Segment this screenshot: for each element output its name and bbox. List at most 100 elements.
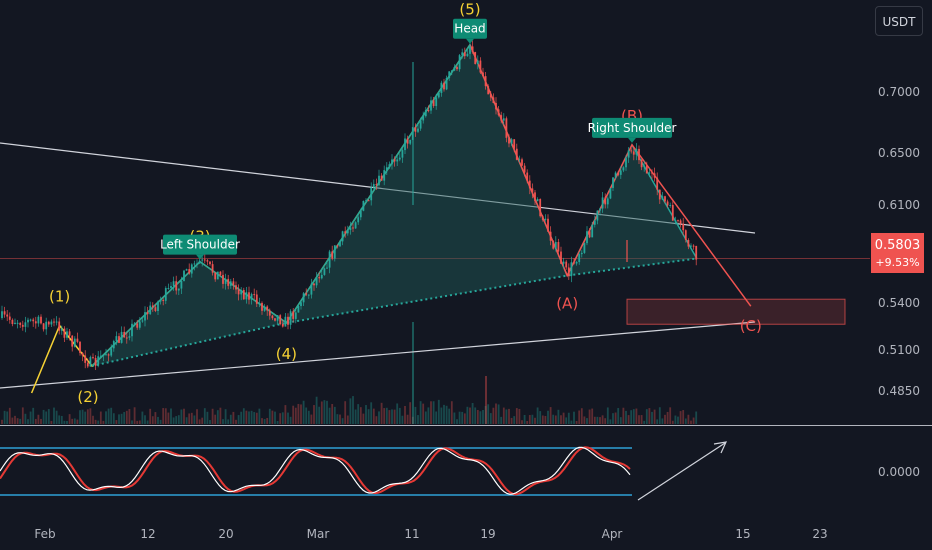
candle-body bbox=[515, 148, 518, 160]
volume-bar bbox=[458, 411, 461, 424]
left-shoulder-label-text: Left Shoulder bbox=[160, 238, 240, 252]
head-label-pointer bbox=[466, 38, 474, 44]
volume-bar bbox=[214, 414, 217, 424]
candle-body bbox=[79, 341, 81, 353]
volume-bar bbox=[604, 418, 607, 424]
candle-body bbox=[664, 196, 666, 202]
volume-bar bbox=[690, 420, 692, 424]
candle-body bbox=[271, 315, 274, 319]
volume-bar bbox=[505, 409, 508, 424]
right-shoulder-label-text: Right Shoulder bbox=[588, 121, 677, 135]
candle-body bbox=[372, 184, 375, 188]
candle-body bbox=[120, 331, 123, 343]
volume-bar bbox=[107, 408, 110, 424]
candle-body bbox=[401, 150, 404, 158]
candle-body bbox=[289, 311, 292, 325]
wave-label-1: (1) bbox=[49, 288, 70, 306]
volume-bar bbox=[346, 415, 349, 424]
x-tick-label: 20 bbox=[218, 527, 233, 541]
candle-body bbox=[53, 321, 55, 323]
volume-bar bbox=[580, 408, 583, 424]
volume-bar bbox=[463, 413, 466, 424]
left-shoulder-label-box bbox=[163, 234, 237, 255]
candle-body bbox=[367, 200, 370, 202]
volume-bar bbox=[567, 412, 570, 424]
candle-body bbox=[388, 164, 391, 168]
volume-bar bbox=[86, 409, 89, 424]
currency-button[interactable]: USDT bbox=[875, 6, 923, 36]
candle-body bbox=[661, 196, 664, 200]
volume-bar bbox=[315, 396, 318, 424]
candle-body bbox=[60, 328, 63, 331]
volume-bar bbox=[146, 420, 149, 424]
y-tick-label: 0.5400 bbox=[878, 296, 920, 310]
volume-bar bbox=[313, 405, 315, 424]
candle-body bbox=[365, 200, 367, 202]
left-shoulder-label-pointer bbox=[196, 254, 204, 260]
candle-body bbox=[216, 271, 219, 280]
volume-bar bbox=[250, 410, 253, 424]
pattern-overlay bbox=[30, 43, 752, 394]
y-tick-label: 0.4850 bbox=[878, 384, 920, 398]
candle-body bbox=[586, 231, 588, 244]
candle-body bbox=[432, 100, 435, 106]
candle-body bbox=[445, 78, 448, 90]
x-tick-label: Feb bbox=[34, 527, 55, 541]
volume-bars bbox=[1, 322, 698, 424]
volume-bar bbox=[583, 416, 586, 424]
candle-body bbox=[513, 139, 516, 149]
wave-label-2: (2) bbox=[77, 388, 98, 406]
volume-bar bbox=[635, 408, 638, 424]
volume-bar bbox=[287, 412, 289, 424]
volume-bar bbox=[601, 415, 604, 424]
candle-body bbox=[604, 197, 607, 205]
volume-bar bbox=[333, 406, 336, 424]
candle-body bbox=[456, 66, 458, 70]
head-fill bbox=[286, 44, 568, 323]
volume-bar bbox=[357, 404, 360, 424]
oscillator-line bbox=[0, 446, 631, 495]
volume-bar bbox=[110, 407, 113, 424]
candle-body bbox=[219, 271, 222, 275]
volume-bar bbox=[526, 420, 529, 424]
candle-body bbox=[37, 316, 40, 324]
candle-body bbox=[609, 187, 612, 199]
candle-body bbox=[380, 175, 383, 181]
volume-bar bbox=[393, 409, 396, 424]
volume-bar bbox=[227, 419, 230, 424]
volume-bar bbox=[188, 413, 191, 424]
volume-bar bbox=[125, 410, 128, 424]
volume-bar bbox=[235, 419, 237, 424]
candle-body bbox=[677, 220, 679, 222]
volume-bar bbox=[515, 408, 518, 424]
volume-bar bbox=[258, 408, 261, 424]
wave-label-a: (A) bbox=[556, 295, 578, 313]
volume-bar bbox=[172, 417, 175, 424]
volume-bar bbox=[151, 416, 154, 424]
candle-body bbox=[258, 302, 261, 304]
volume-bar bbox=[492, 407, 495, 424]
volume-bar bbox=[318, 406, 321, 424]
candle-body bbox=[157, 301, 159, 311]
wave-label-5: (5) bbox=[459, 1, 480, 19]
candle-body bbox=[164, 288, 167, 301]
y-axis: 0.7000 0.6500 0.6100 0.5400 0.5100 0.4850 0.00… bbox=[878, 85, 920, 479]
volume-bar bbox=[339, 414, 341, 424]
candle-body bbox=[640, 160, 643, 168]
volume-bar bbox=[552, 414, 555, 424]
candle-body bbox=[359, 210, 362, 218]
volume-bar bbox=[60, 415, 63, 424]
x-tick-label: 15 bbox=[735, 527, 750, 541]
candle-body bbox=[328, 251, 331, 268]
volume-bar bbox=[383, 408, 386, 424]
candle-body bbox=[554, 242, 557, 249]
volume-bar bbox=[203, 408, 206, 424]
candle-body bbox=[336, 245, 339, 247]
candle-body bbox=[391, 159, 393, 165]
candle-body bbox=[229, 281, 232, 286]
volume-bar bbox=[609, 419, 612, 424]
oscillator-arrow-head bbox=[713, 441, 728, 454]
candle-body bbox=[245, 292, 248, 300]
head-label-box bbox=[453, 18, 487, 39]
